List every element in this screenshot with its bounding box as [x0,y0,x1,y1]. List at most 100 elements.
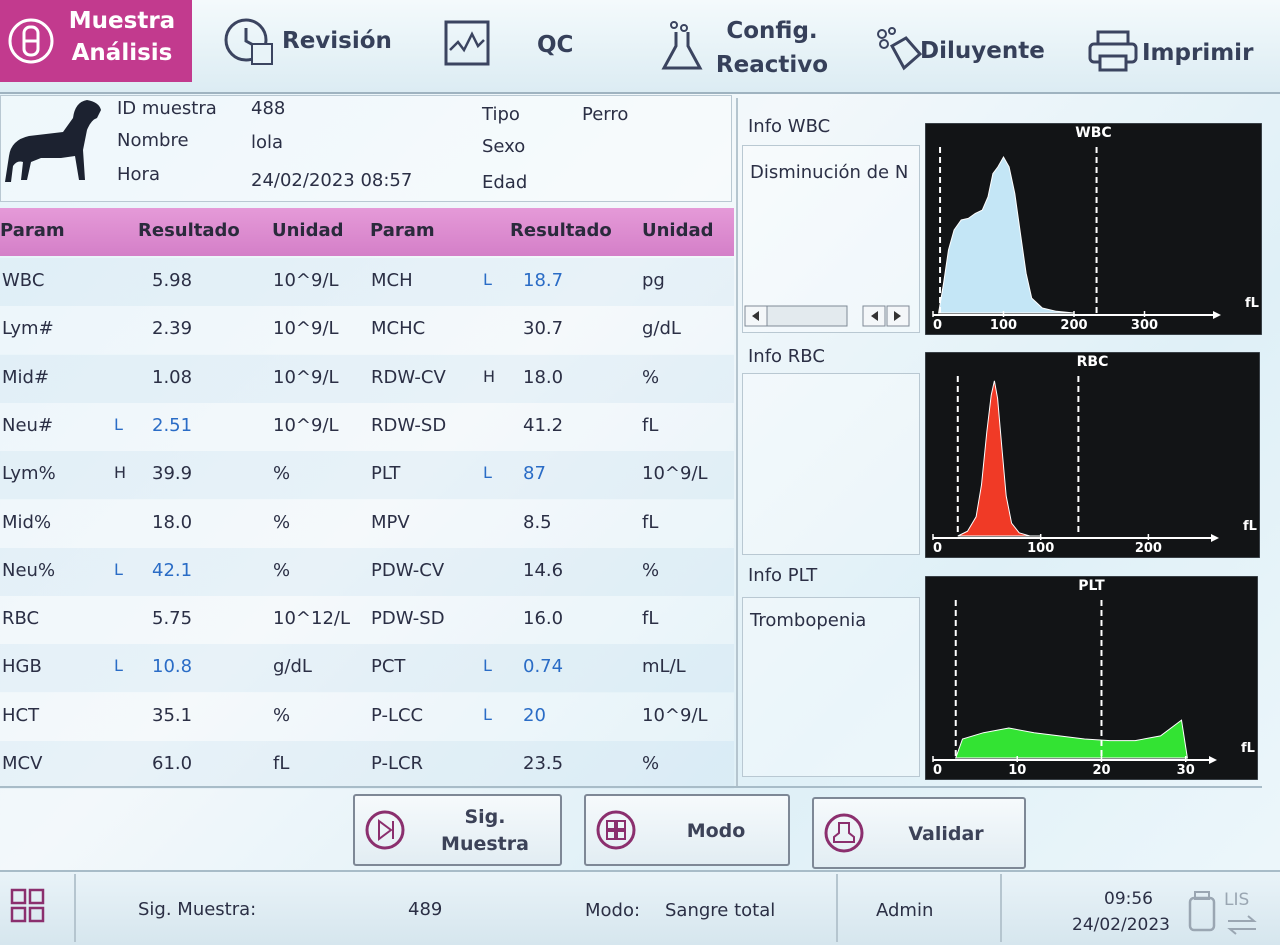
button-next-sample[interactable]: Sig. Muestra [353,794,562,866]
scrollbar[interactable] [743,304,919,330]
param-name: RDW-CV [371,366,446,388]
nav-bar: Muestra Análisis Revisión QC Config. Rea… [0,0,1280,94]
icon-print [1088,30,1138,72]
result-unit: 10^9/L [273,318,339,340]
nav-label-line[interactable]: Imprimir [1142,40,1254,66]
histogram-title: RBC [1077,354,1109,370]
field-value: 24/02/2023 08:57 [251,170,413,191]
param-name: Mid# [2,366,50,388]
histogram-curve [938,155,1075,314]
histogram: RBC 0 100 200 fL [925,352,1260,558]
header-cell: Param [0,220,65,241]
header-cell: Param [370,220,435,241]
table-row [0,499,734,548]
table-row [0,741,734,789]
param-name: PCT [371,656,406,678]
param-name: Lym# [2,318,54,340]
results-table: Param Resultado Unidad Param Resultado Unidad… [0,204,734,789]
info-text: Trombopenia [750,610,867,631]
divider [736,98,738,788]
header-cell: Resultado [510,220,612,241]
param-name: MCH [371,270,413,291]
result-unit: 10^9/L [273,414,339,436]
result-flag: L [483,656,492,676]
x-axis-unit: fL [1243,519,1257,534]
button-label: Sig. [464,806,506,828]
result-value: 18.0 [152,511,193,533]
header-cell: Unidad [642,220,714,241]
button-icon [824,813,864,853]
histogram-curve [957,380,1041,537]
histogram-title: WBC [1075,125,1111,141]
result-value: 14.6 [523,559,564,581]
param-name: Neu% [2,559,56,581]
status-time: 09:56 [1104,889,1153,909]
x-tick-label: 200 [1135,541,1162,556]
nav-label-line[interactable]: QC [537,32,574,58]
status-user: Admin [876,900,934,921]
nav-label-line[interactable]: Diluyente [920,38,1045,64]
status-lis: LIS [1224,890,1250,910]
param-name: MPV [371,511,410,533]
button-icon [596,810,636,850]
nav-tab-active[interactable]: Muestra Análisis [0,0,192,82]
result-unit: fL [642,608,659,630]
x-tick-label: 0 [933,763,942,778]
param-name: PDW-CV [371,559,445,581]
x-axis-arrow [1209,756,1217,764]
icon-diluent [877,27,922,71]
param-name: Lym% [2,463,56,485]
result-unit: fL [642,511,659,533]
button-label: Validar [908,823,984,845]
x-tick-label: 100 [990,318,1017,333]
divider [1000,874,1002,942]
result-unit: % [273,463,291,485]
field-value: Perro [582,104,629,125]
result-value: 18.7 [523,270,564,291]
button-mode[interactable]: Modo [584,794,790,866]
param-name: WBC [2,270,45,291]
divider [0,786,1262,788]
status-label: Modo: [585,900,641,921]
result-value: 18.0 [523,366,564,388]
field-value: 488 [251,98,286,119]
x-axis-arrow [1213,311,1221,319]
button-label: Modo [686,820,746,842]
result-value: 41.2 [523,414,564,436]
info-title: Info WBC [748,116,831,137]
result-value: 23.5 [523,753,564,774]
x-tick-label: 10 [1008,763,1026,778]
result-flag: L [483,704,492,724]
nav-label-line[interactable]: Config. [726,18,818,44]
divider [836,874,838,942]
result-unit: % [273,704,291,726]
table-header: Param Resultado Unidad Param Resultado Unidad [0,208,734,256]
param-name: Mid% [2,511,52,533]
result-unit: % [642,366,660,388]
header-cell: Resultado [138,220,240,241]
param-name: Neu# [2,414,54,436]
x-axis-unit: fL [1245,296,1259,311]
info-text: Disminución de N [750,162,909,183]
info-title: Info PLT [748,565,818,586]
result-value: 16.0 [523,608,564,630]
table-row [0,402,734,451]
nav-label-line[interactable]: Reactivo [715,52,829,78]
icon-sample [8,18,54,64]
icon-transfer [1227,915,1257,935]
result-unit: 10^9/L [273,270,339,291]
button-validate[interactable]: Validar [812,797,1026,869]
status-value: Sangre total [665,900,776,921]
result-flag: L [114,656,123,676]
status-date: 24/02/2023 [1072,915,1170,935]
icon-storage [1188,891,1216,932]
table-row [0,692,734,741]
x-tick-label: 100 [1027,541,1054,556]
x-tick-label: 300 [1131,318,1158,333]
field-label: ID muestra [117,98,217,119]
nav-label-line[interactable]: Revisión [282,28,392,54]
param-name: MCHC [371,318,426,340]
status-bar: Sig. Muestra: 489 Modo: Sangre total Adm… [0,870,1280,945]
table-row [0,644,734,693]
icon-menu[interactable] [10,888,46,924]
